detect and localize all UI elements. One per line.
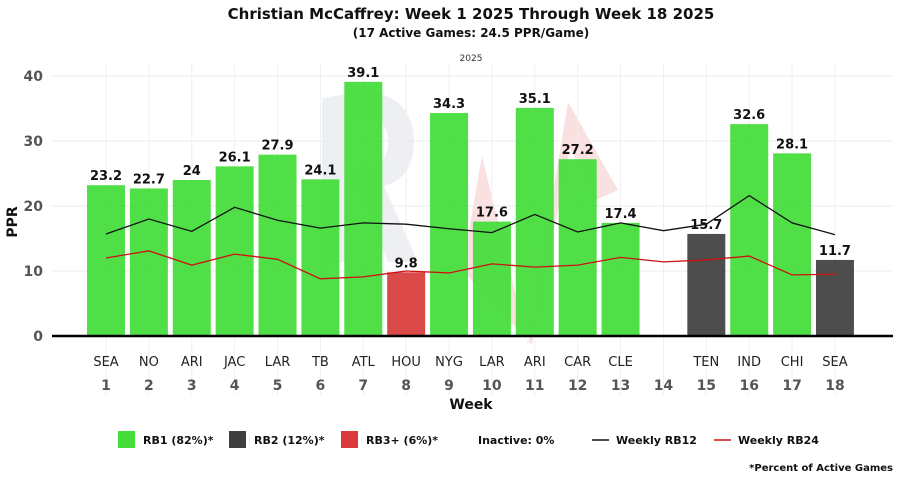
opponent-label: NYG xyxy=(435,355,463,370)
legend-label: RB2 (12%)* xyxy=(254,434,325,447)
x-tick-label: 4 xyxy=(230,378,240,394)
opponent-label: CLE xyxy=(608,355,633,370)
data-label: 17.4 xyxy=(605,207,637,222)
bar-week-5 xyxy=(258,154,297,336)
bar-week-6 xyxy=(301,179,340,336)
bar-week-16 xyxy=(730,124,769,336)
bar-week-12 xyxy=(558,159,597,336)
opponent-label: SEA xyxy=(93,355,118,370)
season-label: 2025 xyxy=(460,54,483,64)
opponent-label: CAR xyxy=(564,355,591,370)
opponent-label: CHI xyxy=(781,355,804,370)
opponent-label: IND xyxy=(737,355,761,370)
bar-week-11 xyxy=(515,107,554,336)
opponent-label: TB xyxy=(311,355,329,370)
data-label: 28.1 xyxy=(776,137,808,152)
data-label: 35.1 xyxy=(519,92,551,107)
x-tick-label: 17 xyxy=(782,378,801,394)
y-tick-label: 10 xyxy=(24,264,44,280)
data-label: 27.9 xyxy=(261,139,293,154)
data-label: 34.3 xyxy=(433,97,465,112)
plot-area: 0 10 20 30 40 23.2 SEA 1 22.7 NO 2 24 ARI 3 26.1 JAC 4 27… xyxy=(24,64,893,395)
bar-week-3 xyxy=(172,180,211,336)
line-weekly-rb24 xyxy=(105,250,835,280)
x-tick-label: 6 xyxy=(316,378,326,394)
opponent-label: ARI xyxy=(181,355,203,370)
x-tick-label: 14 xyxy=(654,378,674,394)
x-tick-label: 16 xyxy=(739,378,758,394)
bar-week-7 xyxy=(344,81,383,336)
opponent-label: HOU xyxy=(391,355,421,370)
x-tick-label: 11 xyxy=(525,378,544,394)
bar-week-8 xyxy=(387,272,426,336)
x-tick-label: 13 xyxy=(611,378,630,394)
data-label: 39.1 xyxy=(347,66,379,81)
data-label: 9.8 xyxy=(395,256,418,271)
line-weekly-rb12 xyxy=(105,194,836,236)
bar-week-18 xyxy=(815,259,854,336)
x-tick-label: 15 xyxy=(697,378,716,394)
x-tick-label: 12 xyxy=(568,378,587,394)
bar-week-1 xyxy=(87,185,125,336)
opponent-label: LAR xyxy=(265,355,290,370)
legend: RB1 (82%)* RB2 (12%)* RB3+ (6%)* Inactive: … xyxy=(118,431,819,448)
chart-title: Christian McCaffrey: Week 1 2025 Through… xyxy=(228,5,715,23)
data-label: 23.2 xyxy=(90,169,122,184)
opponent-label: TEN xyxy=(692,355,719,370)
x-tick-label: 10 xyxy=(482,378,502,394)
x-tick-label: 5 xyxy=(273,378,283,394)
data-label: 24 xyxy=(183,164,201,179)
footnote: *Percent of Active Games xyxy=(749,463,893,474)
y-tick-label: 40 xyxy=(24,69,44,85)
chart-subtitle: (17 Active Games: 24.5 PPR/Game) xyxy=(353,26,590,40)
data-label: 24.1 xyxy=(304,163,336,178)
y-axis-label: PPR xyxy=(5,206,21,238)
bar-week-2 xyxy=(129,188,168,336)
data-label: 26.1 xyxy=(219,150,251,165)
opponent-label: JAC xyxy=(223,355,245,370)
x-tick-label: 7 xyxy=(358,378,368,394)
opponent-label: ARI xyxy=(524,355,546,370)
bar-week-9 xyxy=(430,113,469,336)
opponent-label: NO xyxy=(139,355,159,370)
x-tick-label: 3 xyxy=(187,378,197,394)
x-axis-label: Week xyxy=(449,397,493,413)
legend-label: RB1 (82%)* xyxy=(143,434,214,447)
legend-swatch xyxy=(229,431,246,448)
x-tick-label: 1 xyxy=(101,378,111,394)
x-tick-label: 18 xyxy=(825,378,844,394)
data-label: 27.2 xyxy=(562,143,594,158)
y-tick-label: 30 xyxy=(24,134,44,150)
bar-week-15 xyxy=(687,233,726,336)
data-label: 15.7 xyxy=(690,218,722,233)
y-tick-label: 20 xyxy=(24,199,44,215)
bar-week-13 xyxy=(601,222,640,336)
x-tick-label: 2 xyxy=(144,378,154,394)
data-label: 11.7 xyxy=(819,244,851,259)
legend-label: Weekly RB24 xyxy=(738,434,819,447)
legend-label: RB3+ (6%)* xyxy=(366,434,438,447)
opponent-label: ATL xyxy=(352,355,376,370)
opponent-label: LAR xyxy=(479,355,504,370)
y-tick-label: 0 xyxy=(33,329,43,345)
legend-swatch xyxy=(118,431,135,448)
bar-week-17 xyxy=(773,153,812,336)
legend-swatch xyxy=(341,431,358,448)
x-tick-label: 8 xyxy=(401,378,411,394)
data-label: 17.6 xyxy=(476,206,508,221)
data-label: 22.7 xyxy=(133,172,165,187)
bar-week-10 xyxy=(472,221,511,336)
opponent-label: SEA xyxy=(822,355,847,370)
data-label: 32.6 xyxy=(733,108,765,123)
legend-label: Inactive: 0% xyxy=(478,434,554,447)
bar-week-4 xyxy=(215,166,254,336)
legend-label: Weekly RB12 xyxy=(616,434,697,447)
x-tick-label: 9 xyxy=(444,378,454,394)
